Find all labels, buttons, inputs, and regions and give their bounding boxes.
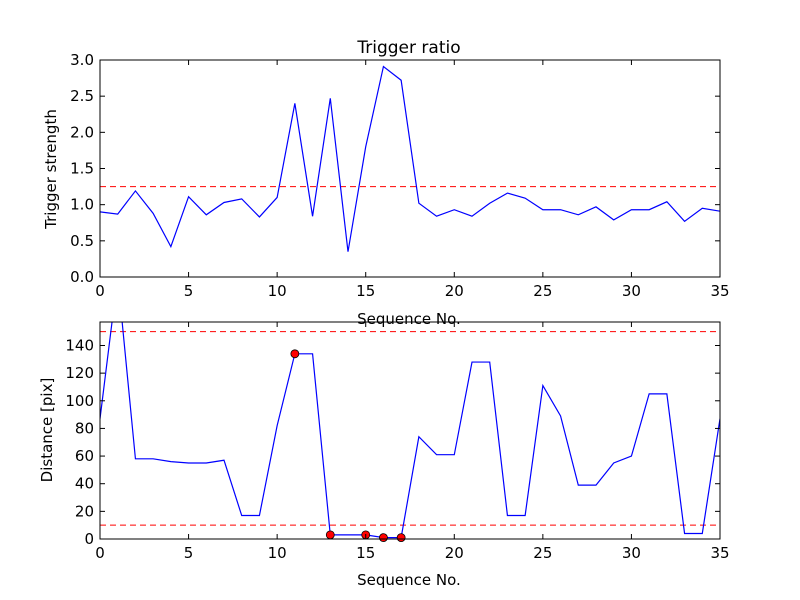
top-x-tick-label: 0 <box>95 282 105 300</box>
top-x-tick-label: 20 <box>445 282 464 300</box>
bottom-marker-point <box>325 530 335 540</box>
bottom-chart-xlabel: Sequence No. <box>357 571 461 589</box>
bottom-axes-frame <box>99 321 721 540</box>
top-y-tick-label: 1.0 <box>70 196 94 214</box>
top-chart-ylabel: Trigger strength <box>42 109 60 230</box>
bottom-x-tick-label: 30 <box>622 544 641 562</box>
bottom-x-tick-label: 35 <box>710 544 729 562</box>
top-x-tick-label: 25 <box>533 282 552 300</box>
bottom-x-tick-label: 0 <box>95 544 105 562</box>
bottom-y-tick-label: 20 <box>75 502 94 520</box>
top-y-tick-label: 0.5 <box>70 232 94 250</box>
bottom-marker-point <box>290 349 300 359</box>
bottom-y-tick-label: 0 <box>84 530 94 548</box>
bottom-x-tick-label: 20 <box>445 544 464 562</box>
bottom-y-tick-label: 120 <box>65 364 94 382</box>
top-series-line-0 <box>100 65 720 252</box>
top-y-tick-label: 2.5 <box>70 87 94 105</box>
bottom-y-tick-label: 40 <box>75 475 94 493</box>
bottom-y-tick-label: 100 <box>65 392 94 410</box>
top-chart-title: Trigger ratio <box>356 38 460 58</box>
top-axes-frame <box>99 59 721 278</box>
bottom-marker-point <box>379 533 388 543</box>
top-y-tick-label: 0.0 <box>70 268 94 286</box>
bottom-y-tick-label: 60 <box>75 447 94 465</box>
bottom-series-line-0 <box>100 322 720 539</box>
top-y-tick-label: 2.0 <box>70 123 94 141</box>
bottom-x-tick-label: 5 <box>184 544 194 562</box>
bottom-y-tick-label: 80 <box>75 419 94 437</box>
top-chart-xlabel: Sequence No. <box>357 310 461 328</box>
bottom-x-tick-label: 10 <box>268 544 287 562</box>
bottom-x-tick-label: 25 <box>533 544 552 562</box>
top-x-tick-label: 15 <box>356 282 375 300</box>
top-x-tick-label: 35 <box>710 282 729 300</box>
bottom-y-tick-label: 140 <box>65 336 94 354</box>
bottom-x-tick-label: 15 <box>356 544 375 562</box>
top-x-tick-label: 30 <box>622 282 641 300</box>
top-y-tick-label: 1.5 <box>70 160 94 178</box>
bottom-chart-ylabel: Distance [pix] <box>38 378 56 483</box>
bottom-marker-point <box>396 533 406 543</box>
top-x-tick-label: 10 <box>268 282 287 300</box>
top-y-tick-label: 3.0 <box>70 51 94 69</box>
top-x-tick-label: 5 <box>184 282 194 300</box>
